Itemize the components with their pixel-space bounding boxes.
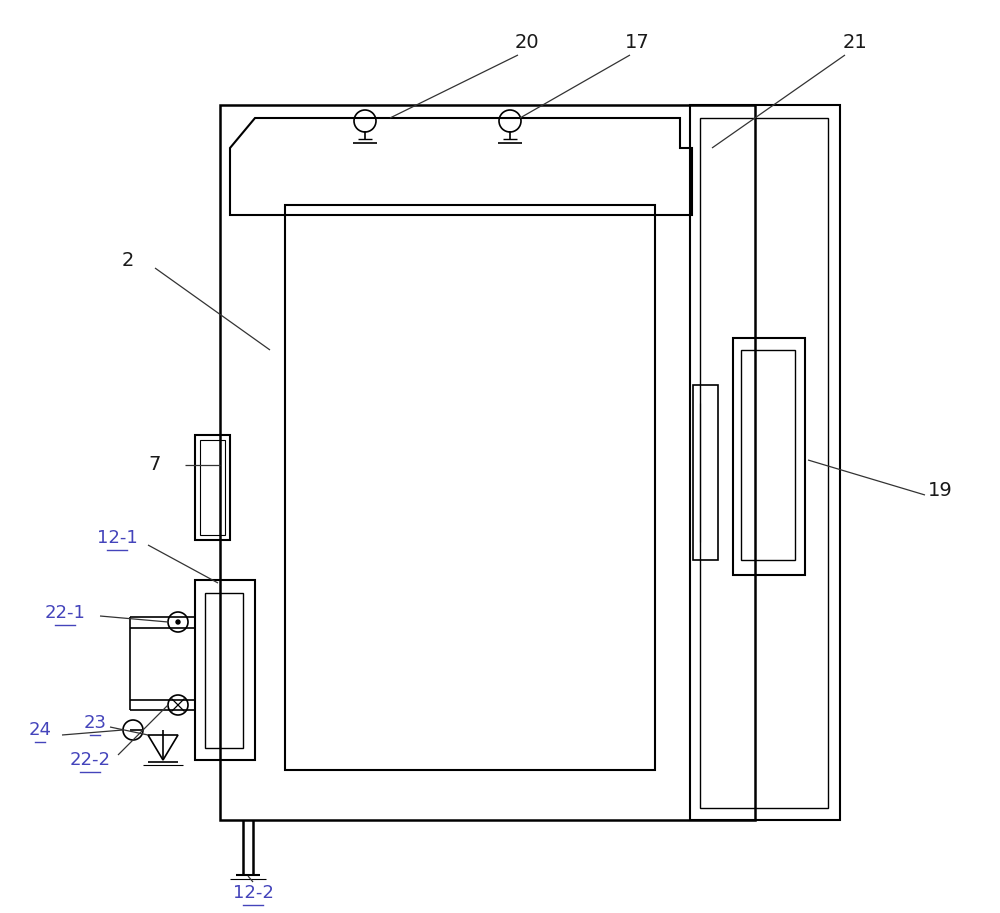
- Bar: [205, 593, 243, 748]
- Text: 2: 2: [122, 250, 134, 269]
- Bar: [195, 435, 230, 540]
- Text: 17: 17: [625, 33, 649, 51]
- Bar: [741, 350, 795, 560]
- Text: 20: 20: [515, 33, 539, 51]
- Text: 19: 19: [928, 480, 952, 499]
- Bar: [220, 105, 755, 820]
- Text: 12-1: 12-1: [97, 529, 137, 547]
- Text: 7: 7: [149, 456, 161, 475]
- Bar: [195, 580, 255, 760]
- Bar: [200, 440, 225, 535]
- Text: 22-2: 22-2: [70, 751, 110, 769]
- Bar: [285, 205, 655, 770]
- Text: 23: 23: [84, 714, 106, 732]
- Text: 22-1: 22-1: [45, 604, 85, 622]
- Bar: [693, 385, 718, 560]
- Bar: [690, 105, 840, 820]
- Text: 24: 24: [28, 721, 52, 739]
- Bar: [700, 118, 828, 808]
- Circle shape: [176, 620, 180, 624]
- Text: 12-2: 12-2: [233, 884, 273, 902]
- Text: 21: 21: [843, 33, 867, 51]
- Bar: [733, 338, 805, 575]
